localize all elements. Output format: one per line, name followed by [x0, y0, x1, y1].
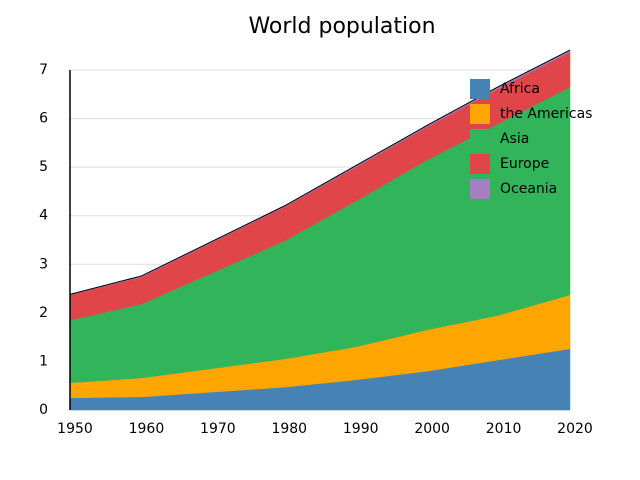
top-outline — [69, 49, 571, 295]
x-tick-label: 1990 — [343, 421, 379, 437]
x-tick-label: 2010 — [486, 421, 522, 437]
legend-label: Europe — [500, 156, 549, 172]
x-tick-label: 2020 — [557, 421, 593, 437]
x-tick-label: 2000 — [414, 421, 450, 437]
y-tick-label: 5 — [39, 159, 48, 175]
y-tick-label: 3 — [39, 256, 48, 272]
y-tick-label: 6 — [39, 111, 48, 127]
legend-swatch — [470, 79, 490, 99]
y-tick-label: 7 — [39, 62, 48, 78]
x-tick-label: 1970 — [200, 421, 236, 437]
y-tick-label: 4 — [39, 208, 48, 224]
legend-label: Africa — [500, 81, 540, 97]
x-tick-label: 1980 — [271, 421, 307, 437]
legend-swatch — [470, 154, 490, 174]
legend-swatch — [470, 179, 490, 199]
legend-label: Asia — [500, 131, 529, 147]
legend-label: the Americas — [500, 106, 592, 122]
x-tick-label: 1950 — [57, 421, 93, 437]
y-tick-label: 2 — [39, 305, 48, 321]
chart-title: World population — [248, 14, 435, 39]
x-tick-label: 1960 — [129, 421, 165, 437]
legend-swatch — [470, 104, 490, 124]
y-tick-label: 0 — [39, 402, 48, 418]
legend-swatch — [470, 129, 490, 149]
legend-label: Oceania — [500, 181, 557, 197]
y-tick-label: 1 — [39, 353, 48, 369]
